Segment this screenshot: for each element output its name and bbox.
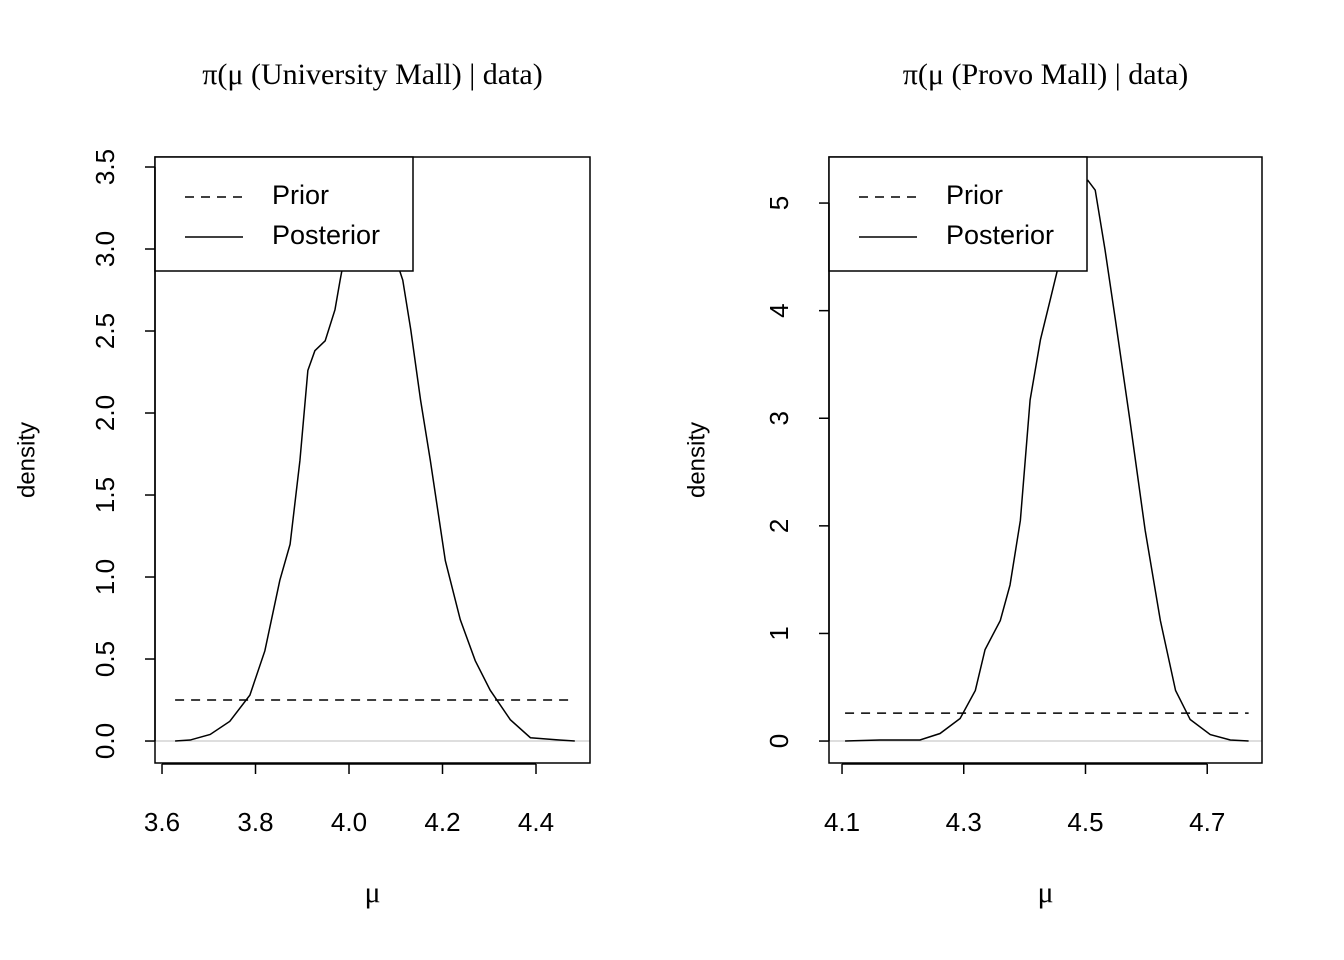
x-tick-label: 3.6	[144, 807, 180, 837]
legend-label: Posterior	[272, 220, 380, 250]
series-line	[175, 198, 575, 742]
y-tick-label: 3.0	[90, 231, 120, 267]
y-tick-label: 5	[764, 196, 794, 210]
y-axis-label: density	[683, 422, 710, 498]
legend-label: Prior	[946, 180, 1003, 210]
x-tick-label: 3.8	[237, 807, 273, 837]
y-axis-label: density	[13, 422, 40, 498]
legend-label: Posterior	[946, 220, 1054, 250]
x-tick-label: 4.7	[1189, 807, 1225, 837]
chart-title: π(μ (Provo Mall) | data)	[903, 58, 1189, 91]
chart-panel: π(μ (Provo Mall) | data) μ density Prior Pos…	[683, 58, 1263, 909]
y-tick-label: 1.0	[90, 559, 120, 595]
x-axis-label: μ	[1037, 876, 1053, 909]
x-tick-label: 4.3	[946, 807, 982, 837]
y-tick-label: 2.5	[90, 313, 120, 349]
y-tick-label: 2.0	[90, 395, 120, 431]
legend-label: Prior	[272, 180, 329, 210]
legend-box	[828, 156, 1088, 272]
x-axis-label: μ	[364, 876, 380, 909]
x-tick-label: 4.4	[518, 807, 554, 837]
x-tick-label: 4.1	[824, 807, 860, 837]
x-tick-label: 4.2	[424, 807, 460, 837]
x-tick-label: 4.5	[1067, 807, 1103, 837]
x-tick-label: 4.0	[331, 807, 367, 837]
y-tick-label: 0.5	[90, 641, 120, 677]
y-tick-label: 0	[764, 734, 794, 748]
y-tick-label: 2	[764, 519, 794, 533]
y-tick-label: 0.0	[90, 723, 120, 759]
y-tick-label: 3	[764, 411, 794, 425]
y-tick-label: 1	[764, 626, 794, 640]
y-tick-label: 4	[764, 303, 794, 317]
y-tick-label: 1.5	[90, 477, 120, 513]
legend-box	[154, 156, 414, 272]
chart-title: π(μ (University Mall) | data)	[202, 58, 542, 91]
y-tick-label: 3.5	[90, 149, 120, 185]
chart-panel: π(μ (University Mall) | data) μ density Pri…	[13, 58, 591, 909]
